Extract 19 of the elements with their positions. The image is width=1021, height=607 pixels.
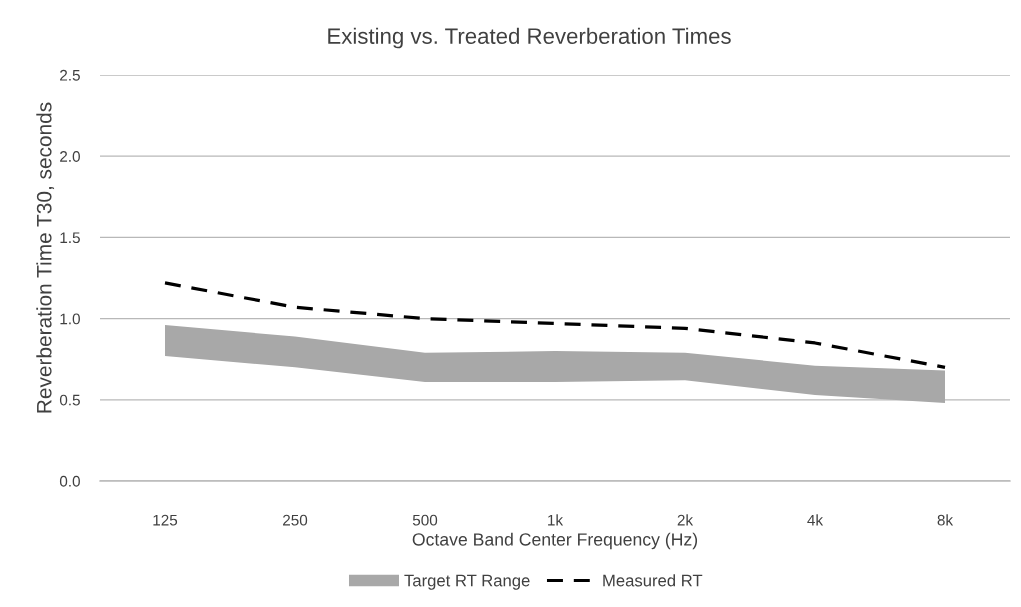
x-tick-label: 8k [937, 514, 954, 526]
y-tick-label: 0.5 [59, 394, 80, 406]
y-tick-label: 2.0 [60, 151, 80, 162]
legend-label: Target RT Range [404, 574, 530, 590]
x-axis-title: Octave Band Center Frequency (Hz) [412, 532, 698, 550]
x-tick-label: 500 [412, 514, 438, 526]
x-tick-label: 4k [807, 514, 824, 526]
chart-title: Existing vs. Treated Reverberation Times [328, 27, 731, 49]
y-axis-title: Reverberation Time T30, seconds [36, 102, 55, 413]
y-tick-label: 1.0 [60, 313, 80, 325]
legend-label: Measured RT [603, 574, 703, 587]
x-tick-label: 125 [153, 514, 178, 526]
y-tick-label: 1.5 [60, 232, 80, 244]
y-tick-label: 2.5 [60, 69, 80, 81]
x-tick-label: 1k [548, 514, 564, 526]
x-tick-label: 250 [283, 514, 308, 526]
x-tick-label: 2k [677, 514, 694, 526]
line-series [163, 281, 947, 369]
y-tick-label: 0.0 [59, 475, 80, 487]
